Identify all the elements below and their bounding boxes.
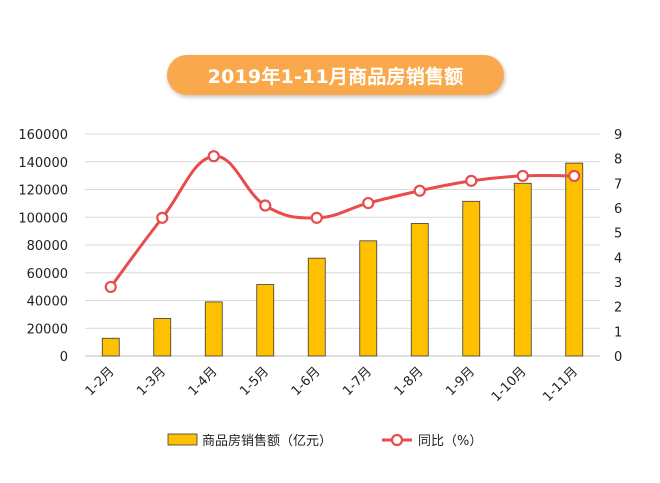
y-left-tick-label: 0 [60, 350, 68, 365]
y-left-tick-label: 80000 [27, 239, 68, 254]
chart-title-badge: 2019年1-11月商品房销售额 [167, 55, 504, 95]
bar [307, 257, 326, 357]
x-tick-label: 1-5月 [237, 364, 272, 399]
y-left-tick-label: 100000 [18, 211, 68, 226]
bar [462, 200, 481, 357]
bar [359, 240, 378, 357]
line-point [104, 280, 117, 294]
y-right-tick-label: 3 [614, 276, 622, 291]
bar [410, 223, 429, 357]
x-tick-label: 1-3月 [134, 364, 169, 399]
bar [204, 301, 223, 357]
line-point [516, 169, 529, 183]
y-left-tick-label: 20000 [27, 322, 68, 337]
line-point [156, 211, 169, 224]
y-right-tick-label: 6 [614, 202, 622, 217]
bar [513, 182, 532, 357]
y-right-tick-label: 4 [614, 251, 622, 266]
line-point [259, 199, 272, 212]
y-left-tick-label: 60000 [27, 267, 68, 282]
line-point [568, 169, 581, 183]
y-right-tick-label: 2 [614, 301, 622, 316]
y-left-tick-label: 120000 [18, 184, 68, 199]
line-series-path [109, 154, 575, 288]
x-tick-label: 1-7月 [340, 364, 375, 399]
line-point [207, 150, 220, 163]
x-tick-label: 1-11月 [540, 364, 581, 405]
x-tick-label: 1-4月 [186, 364, 221, 399]
y-right-tick-label: 8 [614, 153, 622, 168]
chart-title: 2019年1-11月商品房销售额 [207, 65, 464, 88]
y-left-tick-label: 140000 [18, 156, 68, 171]
x-tick-label: 1-6月 [289, 364, 324, 399]
bar [256, 284, 275, 357]
legend-label-line: 同比（%） [418, 434, 482, 449]
x-tick-label: 1-8月 [392, 364, 427, 399]
y-right-tick-label: 5 [614, 227, 622, 242]
legend-swatch-marker [390, 433, 404, 447]
y-left-tick-label: 160000 [18, 128, 68, 143]
y-left-tick-label: 40000 [27, 295, 68, 310]
x-tick-label: 1-2月 [83, 364, 118, 399]
line-point [413, 184, 426, 197]
line-point [465, 174, 478, 187]
bar [153, 318, 172, 357]
y-right-tick-label: 1 [614, 325, 622, 340]
x-tick-label: 1-9月 [443, 364, 478, 399]
y-right-tick-label: 9 [614, 128, 622, 143]
line-point [362, 196, 375, 210]
bar [565, 162, 584, 357]
bar [101, 337, 120, 357]
legend-swatch-bar [167, 433, 198, 446]
y-right-tick-label: 7 [614, 177, 622, 192]
x-tick-label: 1-10月 [489, 364, 530, 405]
line-point [310, 211, 323, 224]
legend-label-bar: 商品房销售额（亿元） [202, 433, 332, 449]
y-right-tick-label: 0 [614, 350, 622, 365]
